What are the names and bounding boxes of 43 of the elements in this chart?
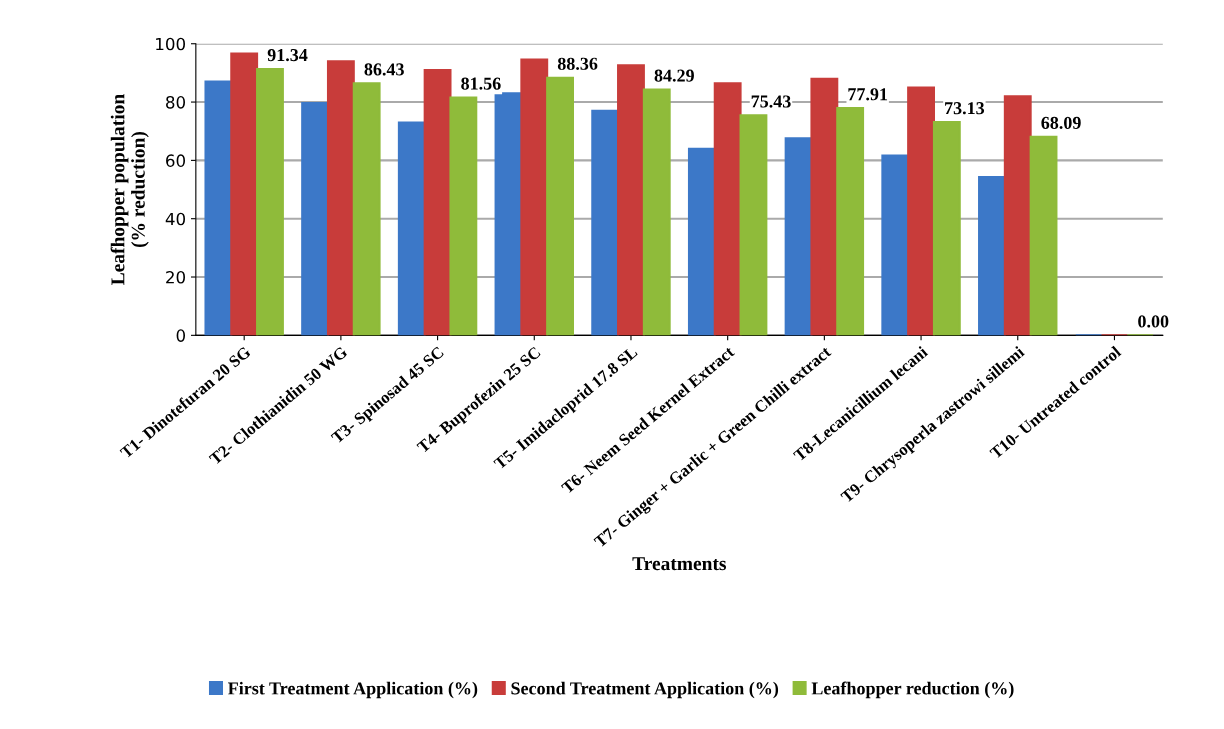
bar <box>713 82 742 336</box>
bar <box>881 154 910 336</box>
bar <box>739 114 768 336</box>
data-label: 88.36 <box>557 57 598 70</box>
bar <box>326 60 355 336</box>
bar <box>397 121 426 336</box>
legend-label: Leafhopper reduction (%) <box>811 681 1014 699</box>
data-label: 0.00 <box>1138 315 1169 328</box>
legend-label: First Treatment Application (%) <box>228 681 478 699</box>
data-label: 86.43 <box>364 63 404 76</box>
y-tick-label: 0 <box>176 329 186 342</box>
bar <box>204 80 233 336</box>
bar <box>810 77 839 336</box>
bar <box>907 86 935 336</box>
bar <box>494 92 523 336</box>
y-axis-title: Leafhopper population (% reduction) <box>110 94 149 285</box>
x-axis-title: Treatments <box>632 557 727 571</box>
bar <box>784 137 813 336</box>
bar <box>230 52 259 336</box>
bar <box>687 147 716 336</box>
y-tick-label: 80 <box>166 96 186 109</box>
bar <box>1003 95 1032 336</box>
bar <box>978 175 1006 336</box>
bar <box>932 121 961 336</box>
data-label: 84.29 <box>654 69 694 82</box>
bar <box>520 58 549 336</box>
y-tick-label: 40 <box>165 212 186 226</box>
y-tick-label: 20 <box>166 270 186 284</box>
bar <box>836 107 865 336</box>
data-label: 77.91 <box>848 88 888 101</box>
bar <box>449 96 478 336</box>
bar <box>591 109 620 336</box>
data-label: 81.56 <box>461 77 501 90</box>
bar <box>617 64 645 336</box>
data-label: 73.13 <box>945 102 985 115</box>
y-tick-label: 60 <box>166 154 186 167</box>
bar <box>423 68 452 336</box>
y-tick-label: 100 <box>156 37 186 51</box>
data-label: 91.34 <box>267 49 308 62</box>
legend-label: Second Treatment Application (%) <box>511 681 779 699</box>
data-label: 75.43 <box>751 95 791 108</box>
data-label: 68.09 <box>1041 116 1081 130</box>
bar <box>301 101 330 336</box>
